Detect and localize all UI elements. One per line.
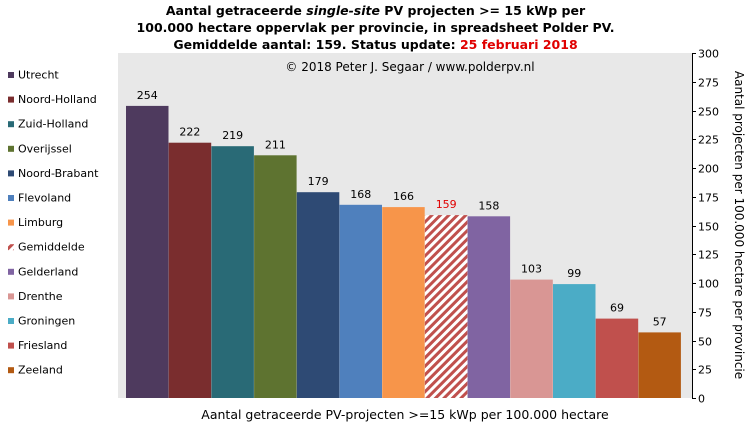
y-tick-label: 25 xyxy=(698,364,712,377)
y-tick-label: 100 xyxy=(698,278,719,291)
legend-swatch-zuid-holland xyxy=(8,121,14,128)
title-status-date: 25 februari 2018 xyxy=(459,37,578,52)
bar-value-label-gelderland: 158 xyxy=(478,199,499,212)
legend: Utrecht Noord-Holland Zuid-Holland Overijss… xyxy=(8,69,99,377)
title-line-1-c: PV projecten >= 15 kWp per xyxy=(379,3,586,18)
title-line-2: 100.000 hectare oppervlak per provincie,… xyxy=(136,20,615,35)
y-tick-label: 300 xyxy=(698,48,719,61)
bar-value-label-friesland: 69 xyxy=(610,302,624,315)
copyright-text: © 2018 Peter J. Segaar / www.polderpv.nl xyxy=(285,60,534,74)
bar-value-label-flevoland: 168 xyxy=(350,188,371,201)
y-tick-label: 175 xyxy=(698,192,719,205)
legend-label-gelderland: Gelderland xyxy=(18,265,78,278)
bar-flevoland xyxy=(339,204,382,398)
bar-utrecht xyxy=(126,105,169,399)
legend-swatch-gemiddelde xyxy=(8,244,14,251)
bar-value-label-noord-holland: 222 xyxy=(179,126,200,139)
legend-label-limburg: Limburg xyxy=(18,216,63,229)
bar-value-label-noord-brabant: 179 xyxy=(308,175,329,188)
y-tick-label: 75 xyxy=(698,307,712,320)
bar-value-label-zeeland: 57 xyxy=(653,315,667,328)
legend-swatch-drenthe xyxy=(8,293,14,300)
y-tick-label: 200 xyxy=(698,163,719,176)
title-line-1: Aantal getraceerde single-site PV projec… xyxy=(0,2,751,19)
title-line-3: Gemiddelde aantal: 159. Status update: 2… xyxy=(0,36,751,53)
legend-swatch-utrecht xyxy=(8,72,14,78)
legend-label-friesland: Friesland xyxy=(18,339,67,352)
bar-gemiddelde xyxy=(424,215,468,398)
bar-limburg xyxy=(382,207,425,398)
bar-value-label-utrecht: 254 xyxy=(137,89,158,102)
bar-groningen xyxy=(553,284,596,398)
legend-label-noord-brabant: Noord-Brabant xyxy=(18,167,99,180)
y-axis-label: Aantal projecten per 100.000 hectare per… xyxy=(732,71,746,379)
y-tick-label: 225 xyxy=(698,134,719,147)
bar-value-label-zuid-holland: 219 xyxy=(222,129,243,142)
legend-swatch-noord-holland xyxy=(8,96,14,103)
y-tick-label: 150 xyxy=(698,221,719,234)
y-tick-label: 0 xyxy=(698,393,705,406)
bar-noord-brabant xyxy=(296,192,340,398)
legend-label-flevoland: Flevoland xyxy=(18,192,71,205)
legend-label-zuid-holland: Zuid-Holland xyxy=(18,118,88,131)
title-line-1-italic: single-site xyxy=(306,3,380,18)
bar-friesland xyxy=(595,318,639,398)
bar-value-label-groningen: 99 xyxy=(567,267,581,280)
bar-value-label-limburg: 166 xyxy=(393,190,414,203)
legend-swatch-flevoland xyxy=(8,195,14,201)
legend-swatch-groningen xyxy=(8,318,14,324)
legend-label-noord-holland: Noord-Holland xyxy=(18,93,97,106)
bar-noord-holland xyxy=(168,142,212,398)
bar-zuid-holland xyxy=(211,146,254,398)
title-line-1-a: Aantal getraceerde xyxy=(165,3,307,18)
legend-label-drenthe: Drenthe xyxy=(18,290,63,303)
legend-swatch-zeeland xyxy=(8,367,14,374)
bar-value-label-drenthe: 103 xyxy=(521,263,542,276)
legend-label-overijssel: Overijssel xyxy=(18,142,72,155)
legend-swatch-gelderland xyxy=(8,268,14,275)
y-tick-label: 50 xyxy=(698,336,712,349)
chart-title: Aantal getraceerde single-site PV projec… xyxy=(0,2,751,53)
y-axis: 0 25 50 75 100 125 150 175 200 225 250 275 300 xyxy=(692,48,719,406)
bar-overijssel xyxy=(254,155,297,398)
title-line-3-text: Gemiddelde aantal: 159. Status update: xyxy=(173,37,460,52)
bar-value-label-overijssel: 211 xyxy=(265,138,286,151)
legend-swatch-overijssel xyxy=(8,145,14,152)
bar-zeeland xyxy=(638,332,681,398)
bar-labels-group: 254 222 219 211 179 168 166 159 158 103 99 69 57 xyxy=(137,89,667,328)
legend-swatch-friesland xyxy=(8,342,14,349)
legend-swatch-limburg xyxy=(8,219,14,226)
legend-label-groningen: Groningen xyxy=(18,315,75,328)
y-tick-label: 250 xyxy=(698,106,719,119)
y-tick-label: 275 xyxy=(698,77,719,90)
legend-label-utrecht: Utrecht xyxy=(18,69,59,82)
bar-value-label-gemiddelde: 159 xyxy=(436,198,457,211)
legend-label-zeeland: Zeeland xyxy=(18,364,63,377)
x-axis-label: Aantal getraceerde PV-projecten >=15 kWp… xyxy=(201,407,609,422)
bar-gelderland xyxy=(467,216,511,398)
bar-drenthe xyxy=(510,279,553,398)
y-tick-label: 125 xyxy=(698,249,719,262)
legend-swatch-noord-brabant xyxy=(8,170,14,177)
legend-label-gemiddelde: Gemiddelde xyxy=(18,241,85,254)
bars-group xyxy=(126,105,681,399)
